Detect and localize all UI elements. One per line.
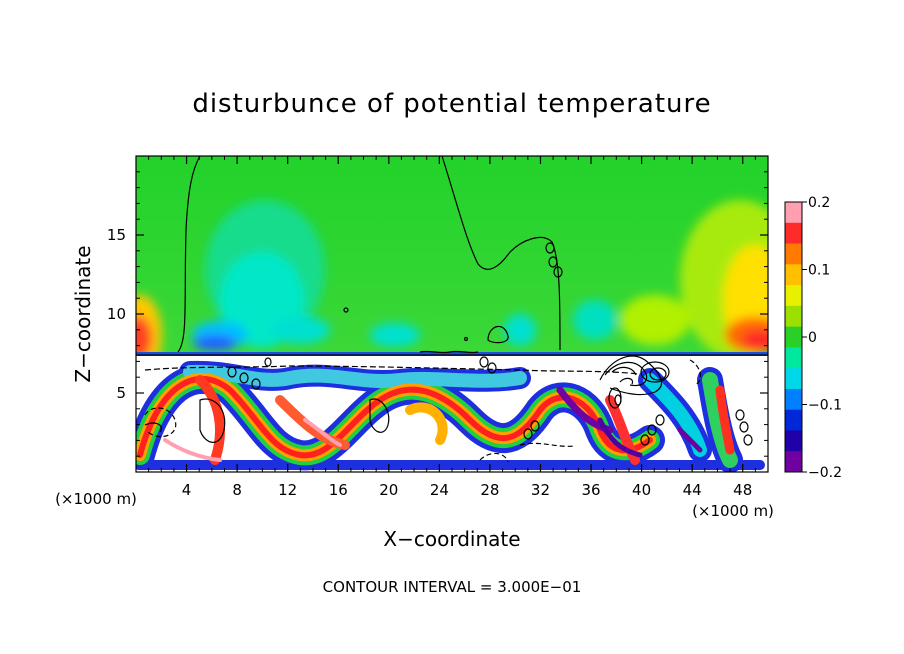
y-axis-ticks: 5 10 15	[107, 171, 768, 457]
x-tick-label: 44	[683, 481, 702, 499]
contour-line-left	[177, 156, 201, 353]
colorbar-swatch	[785, 202, 802, 224]
x-tick-label: 4	[182, 481, 192, 499]
colorbar-swatch	[785, 347, 802, 369]
x-tick-label: 20	[379, 481, 398, 499]
x-tick-label: 28	[480, 481, 499, 499]
colorbar-tick-label: 0.2	[808, 195, 830, 211]
y-tick-label: 10	[107, 305, 126, 323]
contour-line-center	[441, 156, 561, 351]
y-axis-label: Z−coordinate	[71, 245, 95, 382]
x-tick-label: 24	[430, 481, 449, 499]
colorbar-tick-label: −0.1	[808, 398, 842, 414]
x-axis-label: X−coordinate	[383, 527, 520, 551]
colorbar-swatch	[785, 388, 802, 411]
contour-lines	[136, 156, 768, 463]
x-tick-label: 8	[232, 481, 242, 499]
colorbar-swatch	[785, 264, 802, 286]
colorbar-tick-label: −0.2	[808, 465, 842, 481]
x-axis-ticks: 4 8 12 16 20 24 28 32 36 40 44 48	[148, 156, 756, 499]
colorbar-swatch	[785, 451, 802, 473]
colorbar: 0.2 0.1 0 −0.1 −0.2	[784, 195, 842, 481]
x-tick-label: 12	[278, 481, 297, 499]
y-tick-label: 5	[116, 384, 126, 402]
x-tick-label: 16	[329, 481, 348, 499]
chart-title: disturbunce of potential temperature	[192, 89, 711, 119]
colorbar-swatch	[785, 409, 802, 431]
colorbar-tick-label: 0	[808, 330, 817, 346]
colorbar-tick-label: 0.1	[808, 263, 830, 279]
contour-interval-note: CONTOUR INTERVAL = 3.000E−01	[323, 578, 582, 596]
colorbar-swatch	[785, 243, 802, 265]
y-tick-label: 15	[107, 226, 126, 244]
plot-area	[136, 156, 768, 472]
colorbar-swatch	[785, 368, 802, 390]
colorbar-swatch	[785, 285, 802, 307]
colorbar-swatch	[785, 326, 802, 348]
x-tick-label: 40	[632, 481, 651, 499]
colorbar-swatch	[785, 222, 802, 245]
contour-line-lower-dashed	[144, 365, 641, 375]
x-unit-right: (×1000 m)	[692, 502, 774, 520]
x-unit-left: (×1000 m)	[55, 490, 137, 508]
x-tick-label: 48	[733, 481, 752, 499]
x-tick-label: 32	[531, 481, 550, 499]
x-tick-label: 36	[581, 481, 600, 499]
colorbar-swatch	[785, 305, 802, 328]
colorbar-swatch	[785, 430, 802, 452]
